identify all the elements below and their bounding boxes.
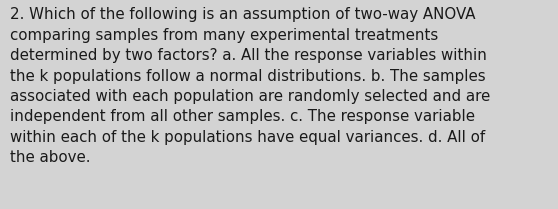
Text: 2. Which of the following is an assumption of two-way ANOVA
comparing samples fr: 2. Which of the following is an assumpti… bbox=[10, 7, 490, 165]
